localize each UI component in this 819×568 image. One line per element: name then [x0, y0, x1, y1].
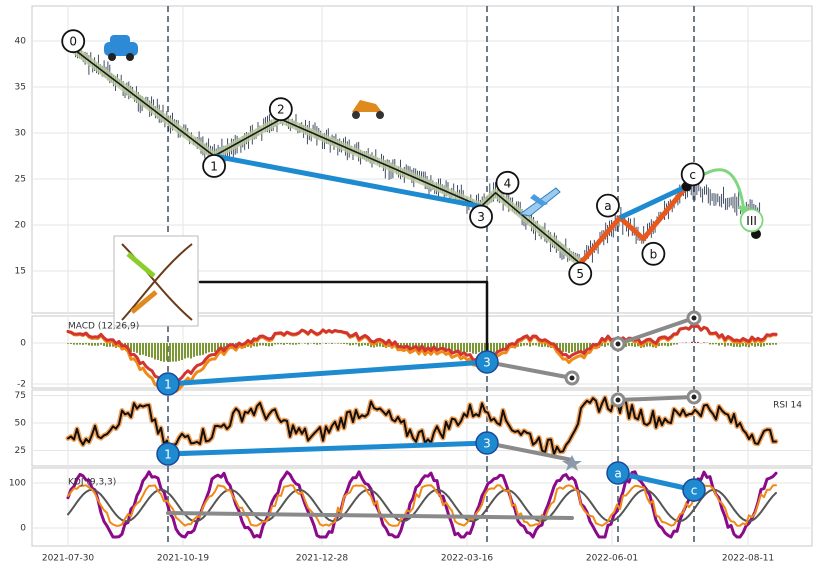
- macd-label: MACD (12,26,9): [68, 322, 139, 332]
- indicator-node-center: [691, 315, 697, 321]
- connector-line: [198, 280, 489, 357]
- rsi-gray-link: [485, 441, 574, 462]
- macd-slow-line: [66, 324, 778, 385]
- price-y-tick: 15: [15, 267, 26, 277]
- wave-label-circle: [61, 29, 86, 54]
- rsi-div-label-circle: [156, 442, 180, 466]
- car-icon: [104, 35, 138, 61]
- wave-label: a: [604, 199, 611, 213]
- wave-label-circle: [596, 193, 620, 218]
- x-tick-label: 2022-06-01: [586, 554, 638, 564]
- car-wheel: [108, 53, 116, 61]
- macd-y-tick: 0: [20, 339, 26, 349]
- x-tick-label: 2022-03-16: [441, 554, 494, 564]
- macd-div-label-circle: [475, 350, 499, 374]
- wave-label-circle: [641, 241, 666, 266]
- kdj-k-line: [67, 484, 777, 527]
- rsi-gray-link: [616, 395, 696, 402]
- impulse-wave-line: [74, 49, 582, 265]
- macd-div-label-circle: [156, 372, 180, 396]
- price-divergence-line: [213, 153, 482, 210]
- wave-label-circle: [568, 261, 593, 286]
- macd-gray-link: [616, 316, 696, 346]
- wave-label: c: [689, 168, 696, 182]
- kdj-label: KDJ (9,3,3): [68, 478, 116, 488]
- rsi-div-label: 3: [483, 437, 491, 451]
- overlay-layer: [166, 153, 761, 520]
- wave-label: 2: [277, 103, 285, 117]
- wave-label-circle: [739, 208, 764, 233]
- indicator-node-center: [569, 375, 575, 381]
- rsi-label: RSI 14: [773, 401, 802, 411]
- wave-label-circle: [202, 154, 227, 178]
- wave-label-circle: [495, 170, 520, 195]
- indicator-node-center: [691, 394, 697, 400]
- x-tick-label: 2022-08-11: [722, 554, 774, 564]
- wave-label-circle: [680, 162, 705, 187]
- rsi-div-label-circle: [475, 431, 499, 455]
- thumbnail-leaf: [130, 290, 158, 314]
- rsi-div-label: 1: [164, 448, 172, 462]
- thumbnail-stroke: [121, 243, 193, 321]
- kdj-y-tick: 100: [9, 479, 26, 489]
- kdj-y-tick: 0: [20, 524, 26, 534]
- price-y-tick: 35: [15, 83, 26, 93]
- car-wheel: [126, 53, 134, 61]
- wave-label: 5: [576, 267, 584, 281]
- indicator-node-center: [615, 341, 621, 347]
- price-y-tick: 25: [15, 175, 26, 185]
- macd-divergence-line: [167, 359, 488, 387]
- macd-div-label: 3: [483, 356, 491, 370]
- star-icon: [562, 455, 582, 471]
- scooter-wheel: [376, 111, 384, 119]
- kdj-div-label-circle: [606, 461, 630, 485]
- rsi-divergence-line: [167, 440, 488, 457]
- scooter-icon: [352, 100, 384, 119]
- corrective-wave-line: [577, 183, 690, 267]
- wave-label-circle: [469, 204, 493, 229]
- pattern-thumbnail-icon: [113, 235, 199, 327]
- target-arrow-head: [737, 206, 750, 216]
- kdj-d-line: [67, 488, 777, 523]
- macd-y-tick: -2: [17, 380, 26, 390]
- wave-label: 0: [69, 35, 77, 49]
- kdj-div-label: c: [691, 484, 698, 498]
- macd-div-label: 1: [164, 378, 172, 392]
- rsi-y-tick: 25: [15, 446, 26, 456]
- x-tick-label: 2021-12-28: [296, 554, 349, 564]
- airplane-icon: [518, 187, 561, 217]
- price-y-tick: 40: [15, 37, 27, 47]
- price-y-tick: 20: [15, 221, 27, 231]
- scooter-wheel: [352, 111, 360, 119]
- abc-trend-line: [618, 184, 688, 220]
- wave-label: III: [746, 214, 757, 228]
- rsi-y-tick: 50: [15, 419, 27, 429]
- kdj-div-label: a: [614, 467, 621, 481]
- wave-label: 4: [504, 176, 512, 190]
- wave-label: 3: [477, 210, 485, 224]
- x-tick-label: 2021-10-19: [157, 554, 210, 564]
- thumbnail-leaf: [126, 252, 156, 278]
- wave-label: b: [650, 247, 658, 261]
- macd-gray-link: [485, 360, 574, 380]
- kdj-gray-link: [166, 511, 574, 520]
- kdj-j-line: [66, 470, 778, 539]
- wave-label: 1: [210, 160, 218, 174]
- airplane-wing: [530, 194, 548, 206]
- price-y-tick: 30: [15, 129, 27, 139]
- scooter-body: [352, 100, 382, 112]
- kdj-div-label-circle: [682, 478, 706, 502]
- rsi-line: [67, 396, 777, 456]
- rsi-y-tick: 75: [15, 391, 26, 401]
- kdj-divergence-line: [617, 470, 695, 493]
- indicator-node-center: [615, 397, 621, 403]
- x-tick-label: 2021-07-30: [42, 554, 95, 564]
- wave-label-circle: [268, 97, 293, 122]
- car-roof: [110, 35, 130, 46]
